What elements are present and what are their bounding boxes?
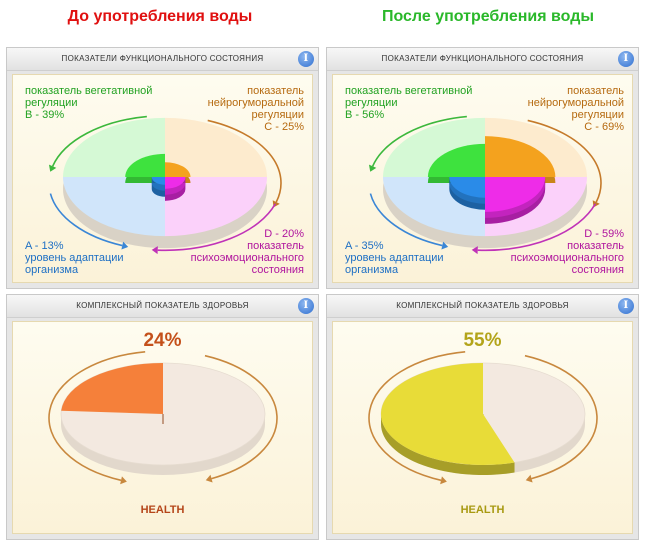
quadrant-bg-a [63,177,165,237]
arrow-a-head [121,241,129,250]
health-sector [61,363,163,414]
quadrant-d [485,177,546,212]
label-a-value: A - 13% [25,240,64,252]
arrow-a [369,193,443,247]
health-chart-before [48,351,278,485]
functional-panel-before: Показатели функционального состояния i п… [6,47,319,289]
label-c-before: показатель нейрогуморальной регуляции C … [184,85,304,133]
quadrant-a [151,177,165,185]
label-b-value: B - 39% [25,109,65,121]
quadrant-depth-a [151,183,165,191]
health-sector [380,363,515,465]
panel-header: Показатели функционального состояния i [327,48,638,71]
label-d-name: показатель психоэмоционального состояния [510,240,624,276]
info-icon[interactable]: i [298,298,314,314]
label-a-name: уровень адаптации организма [345,252,444,276]
panel-title: Комплексный показатель здоровья [76,301,249,310]
info-icon[interactable]: i [298,51,314,67]
arrow-b-head [368,164,377,172]
arrow-b-head [48,164,57,172]
health-percent-before: 24% [143,330,182,351]
health-arrow-left [368,351,466,482]
label-b-value: B - 56% [345,109,385,121]
label-a-value: A - 35% [345,240,384,252]
quadrant-a [449,177,485,198]
label-a-after: A - 35% уровень адаптации организма [345,240,485,276]
quadrant-bg-c [165,117,267,177]
health-label-after: HEALTH [460,504,505,516]
arrow-c [527,119,602,203]
arrow-a-head [441,241,449,250]
quadrant-c [165,162,191,177]
chart-area: показатель вегетативной регуляции B - 39… [12,74,313,283]
info-icon[interactable]: i [618,298,634,314]
label-b-name: показатель вегетативной регуляции [345,85,473,109]
label-d-after: D - 59% показатель психоэмоционального с… [494,228,624,276]
label-d-value: D - 20% [264,228,304,240]
health-label-before: HEALTH [140,504,185,516]
panel-header: Комплексный показатель здоровья i [7,295,318,318]
health-sector-side [381,414,515,475]
health-arrow-left-head [120,476,127,485]
arrow-d [477,203,597,252]
quadrant-b [427,143,485,177]
health-arrow-right-head [525,474,533,483]
arrow-b [371,115,467,167]
quadrant-bg-d [165,177,267,237]
label-c-after: показатель нейрогуморальной регуляции C … [504,85,624,133]
label-d-before: D - 20% показатель психоэмоционального с… [174,228,304,276]
label-c-value: C - 69% [584,121,624,133]
functional-panel-after: Показатели функционального состояния i п… [326,47,639,289]
chart-area: показатель вегетативной регуляции B - 56… [332,74,633,283]
health-percent-after: 55% [463,330,502,351]
panel-title: Комплексный показатель здоровья [396,301,569,310]
heading-after: После употребления воды [381,8,595,25]
label-b-after: показатель вегетативной регуляции B - 56… [345,85,485,121]
label-d-name: показатель психоэмоционального состояния [190,240,304,276]
label-a-before: A - 13% уровень адаптации организма [25,240,165,276]
info-icon[interactable]: i [618,51,634,67]
heading-before: До употребления воды [67,8,253,25]
label-b-name: показатель вегетативной регуляции [25,85,153,109]
functional-chart-before [48,115,282,255]
complex-panel-before: Комплексный показатель здоровья i 24% HE… [6,294,319,540]
health-arrow-right [204,354,278,480]
label-c-name: показатель нейрогуморальной регуляции [527,85,624,121]
health-arrow-right [524,354,598,480]
label-c-name: показатель нейрогуморальной регуляции [207,85,304,121]
arrow-d [157,203,277,252]
arrow-d-head [471,246,478,255]
label-b-before: показатель вегетативной регуляции B - 39… [25,85,165,121]
arrow-b [51,115,147,167]
chart-area: 55% HEALTH [332,321,633,534]
health-track-side [61,414,265,475]
label-d-value: D - 59% [584,228,624,240]
arrow-d-head [151,246,158,255]
complex-panel-after: Комплексный показатель здоровья i 55% HE… [326,294,639,540]
quadrant-c [485,136,556,177]
panel-title: Показатели функционального состояния [381,54,584,63]
health-arrow-right-head [205,474,213,483]
label-c-value: C - 25% [264,121,304,133]
panel-title: Показатели функционального состояния [61,54,264,63]
health-chart-after [368,351,598,485]
panel-header: Комплексный показатель здоровья i [327,295,638,318]
quadrant-d [165,177,186,189]
health-arrow-left-head [440,476,447,485]
arrow-c [207,119,282,203]
chart-area: 24% HEALTH [12,321,313,534]
health-arrow-left [48,351,146,482]
quadrant-b [125,153,165,177]
panel-header: Показатели функционального состояния i [7,48,318,71]
arrow-a [49,193,123,247]
functional-chart-after [368,115,602,255]
label-a-name: уровень адаптации организма [25,252,124,276]
